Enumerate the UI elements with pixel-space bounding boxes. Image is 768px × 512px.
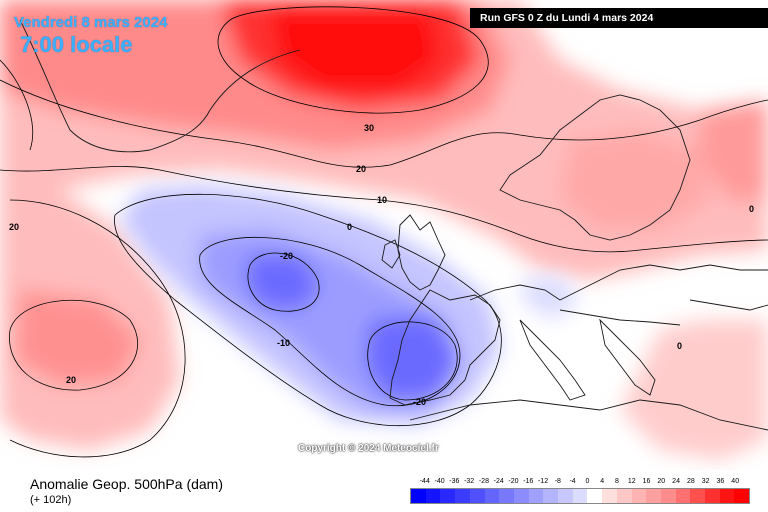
contour-label: 0	[749, 204, 754, 214]
geopotential-anomaly-map: 30 20 10 0 -20 -10 -20 20 20 0 0	[0, 0, 768, 460]
legend-tick-label: -44	[419, 478, 430, 485]
contour-label: 20	[66, 375, 76, 385]
legend-tick-labels: -44 -40 -36 -32 -28 -24 -20 -16 -12 -8 -4 0 4 8 12 16 20…	[410, 478, 750, 488]
forecast-lead-time: (+ 102h)	[30, 494, 72, 506]
legend-swatch	[513, 489, 529, 503]
legend-swatch	[528, 489, 544, 503]
contour-label: 20	[356, 164, 366, 174]
legend-swatch	[558, 489, 573, 503]
legend-swatch	[631, 489, 647, 503]
legend-swatch	[455, 489, 470, 503]
legend-swatch	[646, 489, 661, 503]
legend-tick-label: -28	[478, 478, 489, 485]
legend-swatch	[675, 489, 691, 503]
legend-swatch	[499, 489, 514, 503]
contour-label: -20	[280, 251, 293, 261]
legend-swatch	[734, 489, 750, 503]
legend-tick-label: 28	[686, 478, 695, 485]
legend-tick-label: -4	[569, 478, 576, 485]
contour-label: 30	[364, 123, 374, 133]
contour-labels: 30 20 10 0 -20 -10 -20 20 20 0 0	[9, 123, 754, 407]
legend-swatch	[690, 489, 706, 503]
contour-label: -10	[277, 338, 290, 348]
color-scale-legend: -44 -40 -36 -32 -28 -24 -20 -16 -12 -8 -4 0 4 8 12 16 20…	[410, 478, 750, 510]
contour-lines	[0, 6, 768, 458]
legend-swatch	[469, 489, 485, 503]
contour-label: 0	[347, 222, 352, 232]
legend-tick-label: -32	[464, 478, 475, 485]
legend-swatch	[587, 489, 603, 503]
coastlines	[19, 19, 768, 431]
legend-color-bar	[410, 488, 750, 504]
forecast-local-time: 7:00 locale	[20, 32, 133, 57]
contour-label: 20	[9, 222, 19, 232]
legend-swatch	[572, 489, 588, 503]
legend-swatch	[425, 489, 441, 503]
legend-swatch	[719, 489, 735, 503]
legend-tick-label: 12	[627, 478, 636, 485]
legend-tick-label: -36	[449, 478, 460, 485]
legend-tick-label: 24	[672, 478, 680, 485]
legend-swatch	[484, 489, 500, 503]
contour-label: 0	[677, 341, 682, 351]
legend-tick-label: 4	[600, 478, 605, 485]
legend-tick-label: 32	[701, 478, 710, 485]
legend-swatch	[411, 489, 426, 503]
legend-tick-label: 0	[585, 478, 590, 485]
legend-tick-label: -12	[537, 478, 549, 485]
legend-tick-label: -40	[434, 478, 445, 485]
legend-tick-label: 8	[615, 478, 619, 485]
legend-tick-label: 20	[657, 478, 666, 485]
copyright-notice: Copyright © 2024 Meteociel.fr	[298, 443, 439, 454]
legend-swatch	[543, 489, 559, 503]
map-variable-title: Anomalie Geop. 500hPa (dam)	[30, 476, 223, 492]
contour-label: -20	[413, 397, 426, 407]
legend-swatch	[616, 489, 632, 503]
legend-swatch	[660, 489, 676, 503]
legend-tick-label: 40	[731, 478, 740, 485]
legend-tick-label: -16	[523, 478, 534, 485]
legend-swatch	[602, 489, 617, 503]
forecast-date: Vendredi 8 mars 2024	[14, 14, 168, 31]
legend-tick-label: -24	[493, 478, 504, 485]
contour-label: 10	[377, 195, 387, 205]
legend-tick-label: -20	[508, 478, 519, 485]
legend-swatch	[440, 489, 456, 503]
legend-tick-label: 16	[642, 478, 651, 485]
map-footer: Anomalie Geop. 500hPa (dam) (+ 102h) -44…	[0, 470, 768, 512]
legend-tick-label: -8	[554, 478, 561, 485]
model-run-info: Run GFS 0 Z du Lundi 4 mars 2024	[470, 8, 768, 28]
legend-tick-label: 36	[716, 478, 725, 485]
legend-swatch	[705, 489, 720, 503]
